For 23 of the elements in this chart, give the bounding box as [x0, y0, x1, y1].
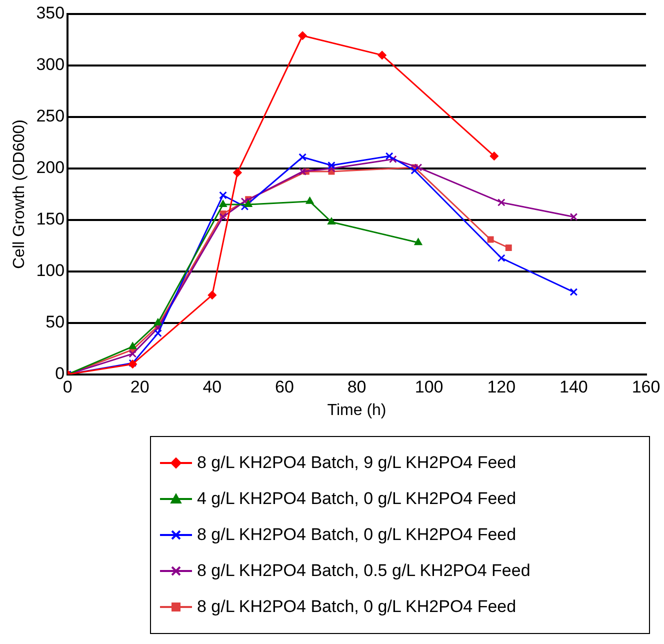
y-tick-label: 350 — [36, 4, 65, 23]
x-tick-label: 60 — [275, 377, 294, 396]
y-axis-title: Cell Growth (OD600) — [11, 120, 28, 269]
y-tick-label: 300 — [36, 55, 65, 74]
x-tick-label: 140 — [560, 377, 588, 396]
y-tick-label: 0 — [55, 364, 65, 384]
legend-label: 4 g/L KH2PO4 Batch, 0 g/L KH2PO4 Feed — [197, 489, 516, 509]
x-tick-label: 160 — [632, 377, 660, 396]
x-tick-label: 100 — [414, 377, 444, 396]
x-tick-label: 20 — [130, 377, 150, 396]
x-tick-label: 120 — [487, 377, 516, 396]
x-axis-title: Time (h) — [327, 402, 386, 419]
y-tick-label: 250 — [36, 106, 65, 126]
legend-label: 8 g/L KH2PO4 Batch, 0 g/L KH2PO4 Feed — [197, 525, 516, 545]
x-tick-label: 80 — [347, 377, 366, 396]
legend-label: 8 g/L KH2PO4 Batch, 0.5 g/L KH2PO4 Feed — [197, 561, 530, 581]
x-tick-label: 40 — [202, 377, 222, 396]
y-tick-label: 150 — [36, 210, 65, 229]
legend-label: 8 g/L KH2PO4 Batch, 0 g/L KH2PO4 Feed — [197, 597, 516, 617]
y-tick-label: 200 — [36, 158, 65, 178]
y-tick-label: 50 — [46, 312, 65, 332]
y-tick-label: 100 — [36, 261, 65, 280]
legend-label: 8 g/L KH2PO4 Batch, 9 g/L KH2PO4 Feed — [197, 453, 516, 473]
